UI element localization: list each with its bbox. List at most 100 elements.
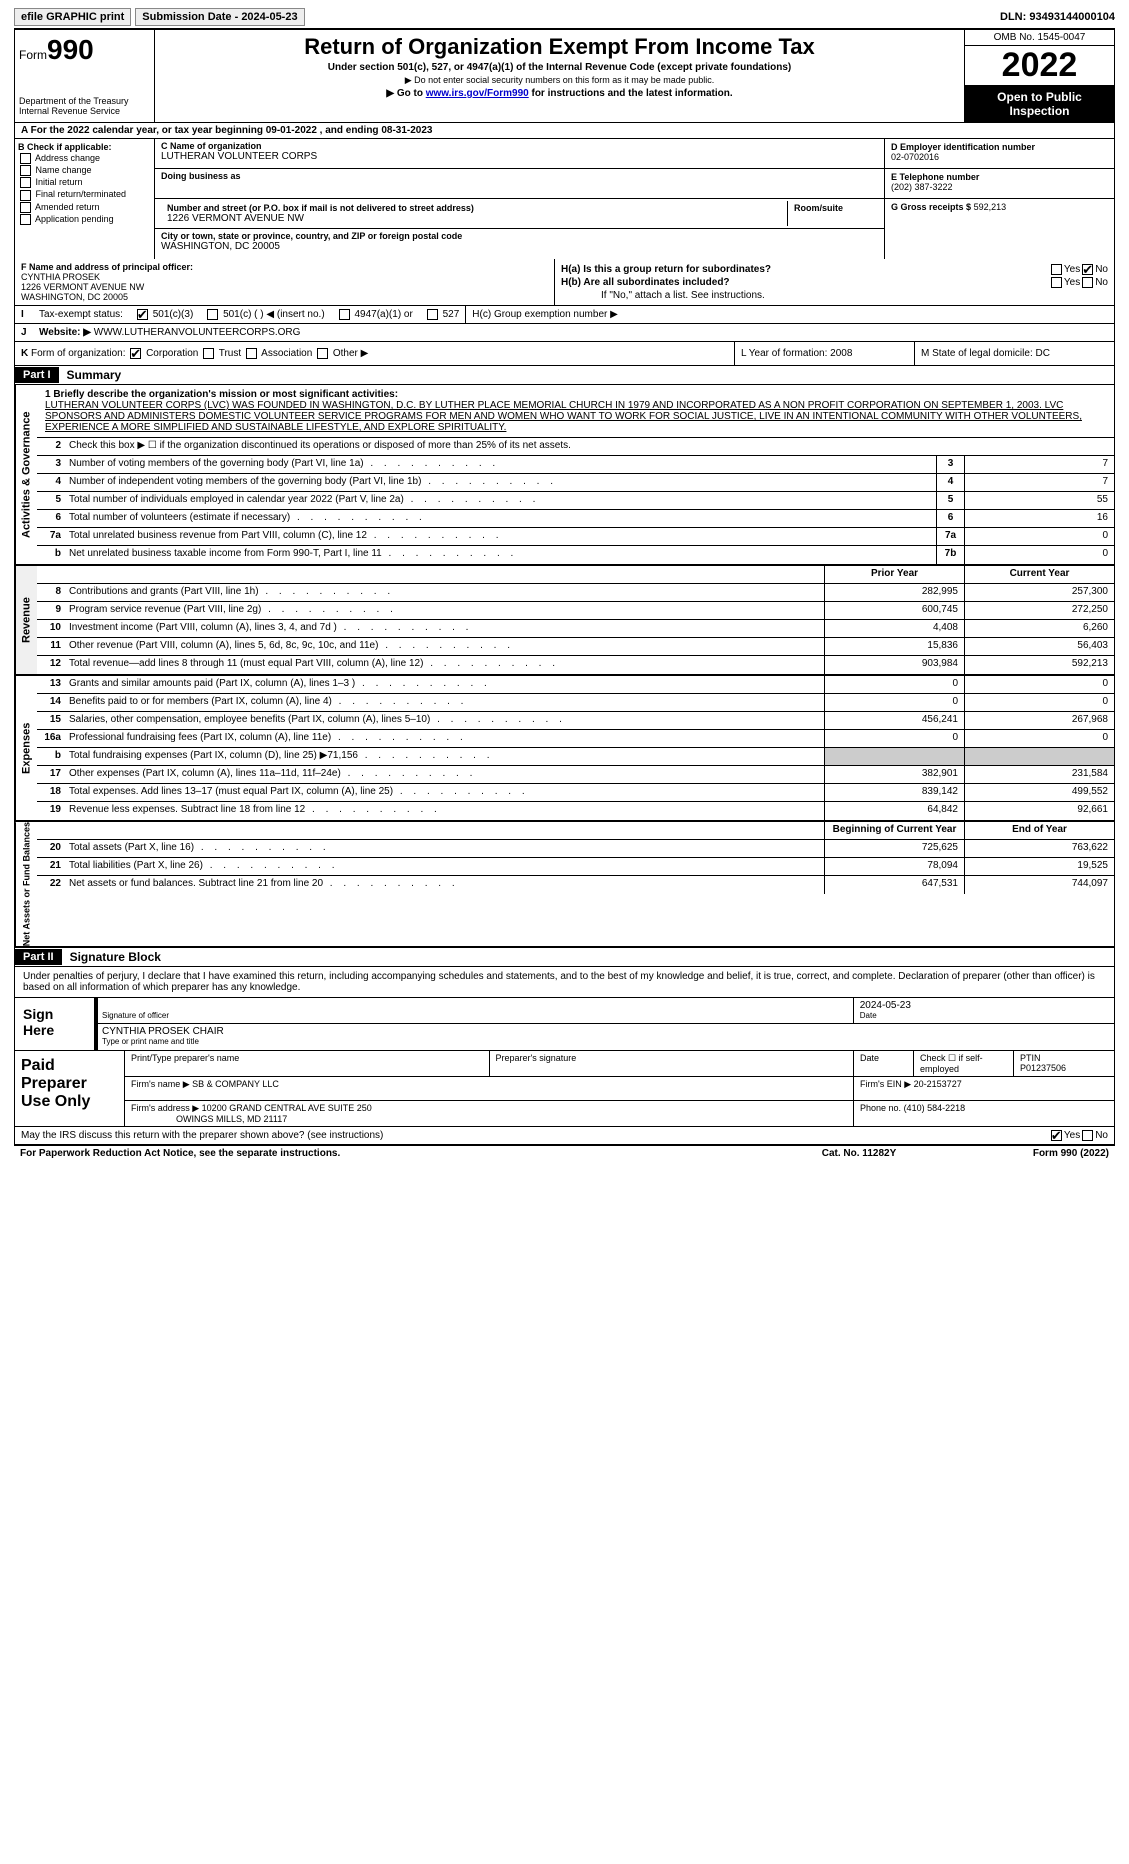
discuss-yes[interactable] <box>1051 1130 1062 1141</box>
efile-print-button[interactable]: efile GRAPHIC print <box>14 8 131 26</box>
chk-trust[interactable] <box>203 348 214 359</box>
print-name-label: Type or print name and title <box>102 1037 1108 1046</box>
row-k-l: K Form of organization: Corporation Trus… <box>14 342 1115 366</box>
website-url: WWW.LUTHERANVOLUNTEERCORPS.ORG <box>94 327 301 338</box>
table-row: bTotal fundraising expenses (Part IX, co… <box>37 748 1114 766</box>
footer-row: For Paperwork Reduction Act Notice, see … <box>14 1145 1115 1161</box>
paid-preparer-block: Paid Preparer Use Only Print/Type prepar… <box>14 1051 1115 1127</box>
row-i-label: I <box>15 306 33 323</box>
net-assets-section: Net Assets or Fund Balances Beginning of… <box>14 822 1115 948</box>
row-j-website: J Website: ▶ WWW.LUTHERANVOLUNTEERCORPS.… <box>14 324 1115 342</box>
tel-value: (202) 387-3222 <box>891 182 1108 192</box>
room-label: Room/suite <box>794 203 872 213</box>
dept-treasury: Department of the Treasury Internal Reve… <box>19 96 150 116</box>
org-name: LUTHERAN VOLUNTEER CORPS <box>161 151 878 162</box>
discuss-row: May the IRS discuss this return with the… <box>14 1127 1115 1145</box>
table-row: 19Revenue less expenses. Subtract line 1… <box>37 802 1114 820</box>
vtab-governance: Activities & Governance <box>15 385 37 564</box>
submission-date: Submission Date - 2024-05-23 <box>135 8 304 26</box>
chk-other[interactable] <box>317 348 328 359</box>
year-formation: L Year of formation: 2008 <box>734 342 914 365</box>
table-row: 8Contributions and grants (Part VIII, li… <box>37 584 1114 602</box>
officer-name: CYNTHIA PROSEK <box>21 272 548 282</box>
section-f-h: F Name and address of principal officer:… <box>14 259 1115 306</box>
firm-addr2: OWINGS MILLS, MD 21117 <box>176 1114 287 1124</box>
perjury-declaration: Under penalties of perjury, I declare th… <box>14 967 1115 998</box>
table-row: 12Total revenue—add lines 8 through 11 (… <box>37 656 1114 674</box>
table-row: 21Total liabilities (Part X, line 26)78,… <box>37 858 1114 876</box>
table-row: 15Salaries, other compensation, employee… <box>37 712 1114 730</box>
prep-sig-hdr: Preparer's signature <box>490 1051 855 1076</box>
hc-label: H(c) Group exemption number ▶ <box>465 306 1114 323</box>
ha-no[interactable] <box>1082 264 1093 275</box>
firm-ein: 20-2153727 <box>914 1079 962 1089</box>
chk-assoc[interactable] <box>246 348 257 359</box>
chk-initial-return[interactable]: Initial return <box>18 177 151 188</box>
section-b-through-g: B Check if applicable: Address change Na… <box>14 139 1115 259</box>
ha-yes[interactable] <box>1051 264 1062 275</box>
end-year-hdr: End of Year <box>964 822 1114 839</box>
mission-block: 1 Briefly describe the organization's mi… <box>37 385 1114 438</box>
addr-label: Number and street (or P.O. box if mail i… <box>167 203 781 213</box>
col-c-org-info: C Name of organization LUTHERAN VOLUNTEE… <box>155 139 884 259</box>
city-state-zip: WASHINGTON, DC 20005 <box>161 241 878 252</box>
table-row: 7aTotal unrelated business revenue from … <box>37 528 1114 546</box>
prior-year-hdr: Prior Year <box>824 566 964 583</box>
form-990-2022: Form 990 (2022) <box>959 1148 1109 1159</box>
officer-addr2: WASHINGTON, DC 20005 <box>21 292 548 302</box>
beg-year-hdr: Beginning of Current Year <box>824 822 964 839</box>
chk-amended-return[interactable]: Amended return <box>18 202 151 213</box>
chk-application-pending[interactable]: Application pending <box>18 214 151 225</box>
table-row: 9Program service revenue (Part VIII, lin… <box>37 602 1114 620</box>
table-row: bNet unrelated business taxable income f… <box>37 546 1114 564</box>
table-row: 14Benefits paid to or for members (Part … <box>37 694 1114 712</box>
open-to-public: Open to Public Inspection <box>965 86 1114 122</box>
hb-note: If "No," attach a list. See instructions… <box>561 290 1108 301</box>
state-domicile: M State of legal domicile: DC <box>914 342 1114 365</box>
firm-name: SB & COMPANY LLC <box>192 1079 279 1089</box>
table-row: 16aProfessional fundraising fees (Part I… <box>37 730 1114 748</box>
firm-addr1: 10200 GRAND CENTRAL AVE SUITE 250 <box>202 1103 372 1113</box>
chk-corp[interactable] <box>130 348 141 359</box>
cat-no: Cat. No. 11282Y <box>759 1148 959 1159</box>
hb-no[interactable] <box>1082 277 1093 288</box>
ein-value: 02-0702016 <box>891 152 1108 162</box>
pra-notice: For Paperwork Reduction Act Notice, see … <box>20 1148 759 1159</box>
activities-governance-section: Activities & Governance 1 Briefly descri… <box>14 385 1115 566</box>
chk-4947[interactable] <box>339 309 350 320</box>
form-header: Form990 Department of the Treasury Inter… <box>14 30 1115 123</box>
vtab-expenses: Expenses <box>15 676 37 820</box>
col-b-checkboxes: B Check if applicable: Address change Na… <box>15 139 155 259</box>
hb-yes[interactable] <box>1051 277 1062 288</box>
chk-final-return[interactable]: Final return/terminated <box>18 189 151 200</box>
col-d-ein-tel: D Employer identification number 02-0702… <box>884 139 1114 259</box>
discuss-no[interactable] <box>1082 1130 1093 1141</box>
form-subtitle: Under section 501(c), 527, or 4947(a)(1)… <box>159 62 960 73</box>
part-i-header: Part I Summary <box>14 366 1115 385</box>
paid-preparer-label: Paid Preparer Use Only <box>15 1051 125 1126</box>
form-title: Return of Organization Exempt From Incom… <box>159 34 960 60</box>
table-row: 5Total number of individuals employed in… <box>37 492 1114 510</box>
tel-label: E Telephone number <box>891 172 1108 182</box>
table-row: 3Number of voting members of the governi… <box>37 456 1114 474</box>
line-2: Check this box ▶ ☐ if the organization d… <box>65 438 1114 455</box>
dba-label: Doing business as <box>161 171 878 181</box>
h-b-row: H(b) Are all subordinates included? Yes … <box>561 277 1108 288</box>
sig-officer-label: Signature of officer <box>102 1011 847 1020</box>
sign-here-label: Sign Here <box>15 998 95 1050</box>
chk-501c[interactable] <box>207 309 218 320</box>
chk-527[interactable] <box>427 309 438 320</box>
col-b-title: B Check if applicable: <box>18 142 151 152</box>
sign-here-block: Sign Here Signature of officer 2024-05-2… <box>14 998 1115 1051</box>
gross-label: G Gross receipts $ <box>891 202 971 212</box>
current-year-hdr: Current Year <box>964 566 1114 583</box>
table-row: 10Investment income (Part VIII, column (… <box>37 620 1114 638</box>
topbar: efile GRAPHIC print Submission Date - 20… <box>14 8 1115 30</box>
table-row: 13Grants and similar amounts paid (Part … <box>37 676 1114 694</box>
irs-link[interactable]: www.irs.gov/Form990 <box>426 88 529 99</box>
chk-name-change[interactable]: Name change <box>18 165 151 176</box>
chk-address-change[interactable]: Address change <box>18 153 151 164</box>
revenue-section: Revenue Prior YearCurrent Year 8Contribu… <box>14 566 1115 676</box>
chk-501c3[interactable] <box>137 309 148 320</box>
officer-label: F Name and address of principal officer: <box>21 262 548 272</box>
